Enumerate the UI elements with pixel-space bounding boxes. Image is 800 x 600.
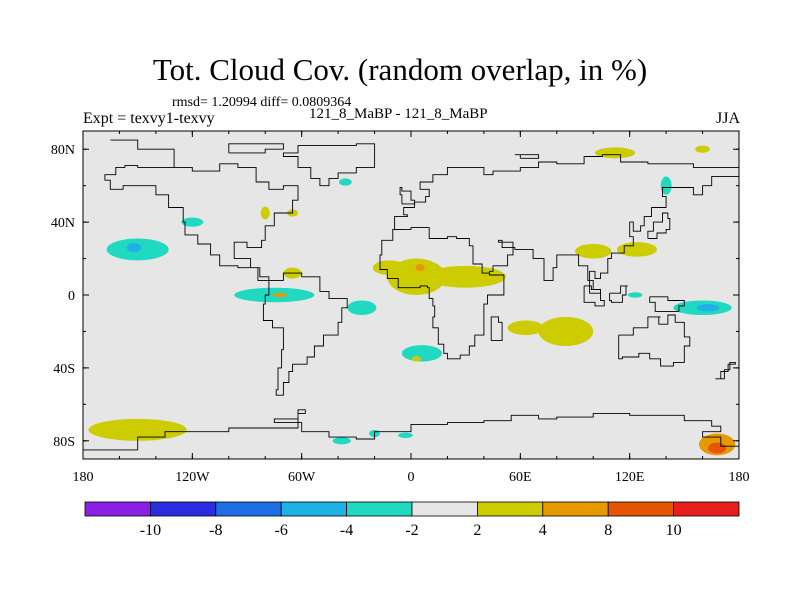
coastline-british-isles — [399, 187, 416, 205]
axes: 180 120W 60W 0 60E 120E 180 80N 40N 0 40S 80S — [51, 131, 750, 485]
anomaly-region — [181, 217, 204, 227]
x-tick-label: 180 — [73, 470, 94, 485]
colorbar-swatch — [84, 501, 151, 517]
colorbar-swatch — [280, 501, 348, 517]
cloud-cover-field — [83, 131, 739, 459]
coastline-east-asia — [401, 176, 739, 294]
coastline-sumatra — [583, 285, 605, 307]
coastline-japan — [647, 212, 671, 239]
anomaly-region — [260, 206, 270, 220]
anomaly-region — [126, 243, 142, 253]
anomaly-region — [347, 300, 377, 316]
x-tick-label: 60E — [509, 470, 532, 485]
anomaly-region — [660, 176, 672, 195]
colorbar-swatch — [149, 501, 217, 517]
y-tick-label: 80N — [51, 143, 75, 158]
x-tick-label: 180 — [729, 470, 750, 485]
colorbar-swatch — [411, 501, 478, 517]
colorbar-label: 8 — [604, 522, 612, 539]
anomaly-region — [538, 316, 594, 347]
anomaly-region — [425, 265, 506, 288]
anomaly-region — [695, 145, 710, 153]
colorbar-label: -4 — [340, 522, 353, 539]
x-tick-label: 60W — [288, 470, 316, 485]
stats-label: rmsd= 1.20994 diff= 0.0809364 — [172, 95, 352, 110]
coastline-svalbard — [514, 154, 540, 159]
colorbar-swatch — [673, 501, 740, 517]
anomaly-region — [708, 442, 727, 454]
anomaly-region — [332, 437, 351, 445]
case-label: 121_8_MaBP - 121_8_MaBP — [309, 106, 488, 122]
colorbar: -10 -8 -6 -4 -2 2 4 8 10 — [84, 501, 740, 539]
y-tick-label: 40N — [51, 216, 75, 231]
anomaly-region — [398, 432, 413, 439]
colorbar-swatch — [346, 501, 413, 517]
coastline-north-america — [104, 139, 299, 281]
colorbar-label: -8 — [209, 522, 222, 539]
coastline-eurasia-africa — [392, 154, 739, 230]
anomaly-region — [387, 258, 446, 295]
x-tick-label: 120E — [615, 470, 645, 485]
anomaly-region — [507, 320, 545, 336]
anomaly-region — [616, 242, 657, 257]
anomaly-region — [88, 418, 187, 441]
colorbar-label: 4 — [539, 522, 547, 539]
coastline-africa — [379, 228, 505, 360]
anomaly-region — [575, 243, 612, 259]
colorbar-swatch — [476, 501, 544, 517]
anomaly-region — [272, 292, 288, 298]
coastline-australia — [618, 314, 691, 367]
x-tick-label: 120W — [175, 470, 210, 485]
anomaly-region — [627, 292, 643, 298]
coastline-greenland — [282, 143, 376, 187]
coastlines — [83, 139, 739, 451]
coastline-madagascar — [490, 316, 503, 342]
colorbar-label: 10 — [666, 522, 682, 539]
chart-title: Tot. Cloud Cov. (random overlap, in %) — [152, 52, 648, 87]
colorbar-swatch — [542, 501, 609, 517]
anomaly-region — [595, 147, 636, 159]
colorbar-label: -10 — [140, 522, 161, 539]
y-tick-label: 80S — [53, 435, 75, 450]
colorbar-label: -6 — [275, 522, 288, 539]
colorbar-label: -2 — [405, 522, 418, 539]
y-tick-label: 0 — [68, 289, 75, 304]
season-label: JJA — [716, 110, 741, 127]
coastline-antarctica — [83, 409, 739, 451]
colorbar-swatch — [215, 501, 282, 517]
coastline-arctic-islands — [228, 143, 284, 154]
coastline-new-zealand — [715, 361, 736, 380]
anomaly-region — [415, 264, 425, 272]
experiment-label: Expt = texvy1-texvy — [83, 110, 215, 127]
colorbar-label: 2 — [473, 522, 481, 539]
coastline-borneo — [609, 285, 628, 303]
anomaly-region — [401, 345, 442, 362]
anomaly-region — [697, 304, 719, 312]
colorbar-swatch — [607, 501, 675, 517]
anomaly-region — [339, 178, 352, 186]
x-tick-label: 0 — [408, 470, 415, 485]
anomaly-region — [411, 356, 422, 362]
y-tick-label: 40S — [53, 362, 75, 377]
coastline-new-guinea — [649, 296, 685, 312]
coastline-south-america — [262, 272, 348, 396]
